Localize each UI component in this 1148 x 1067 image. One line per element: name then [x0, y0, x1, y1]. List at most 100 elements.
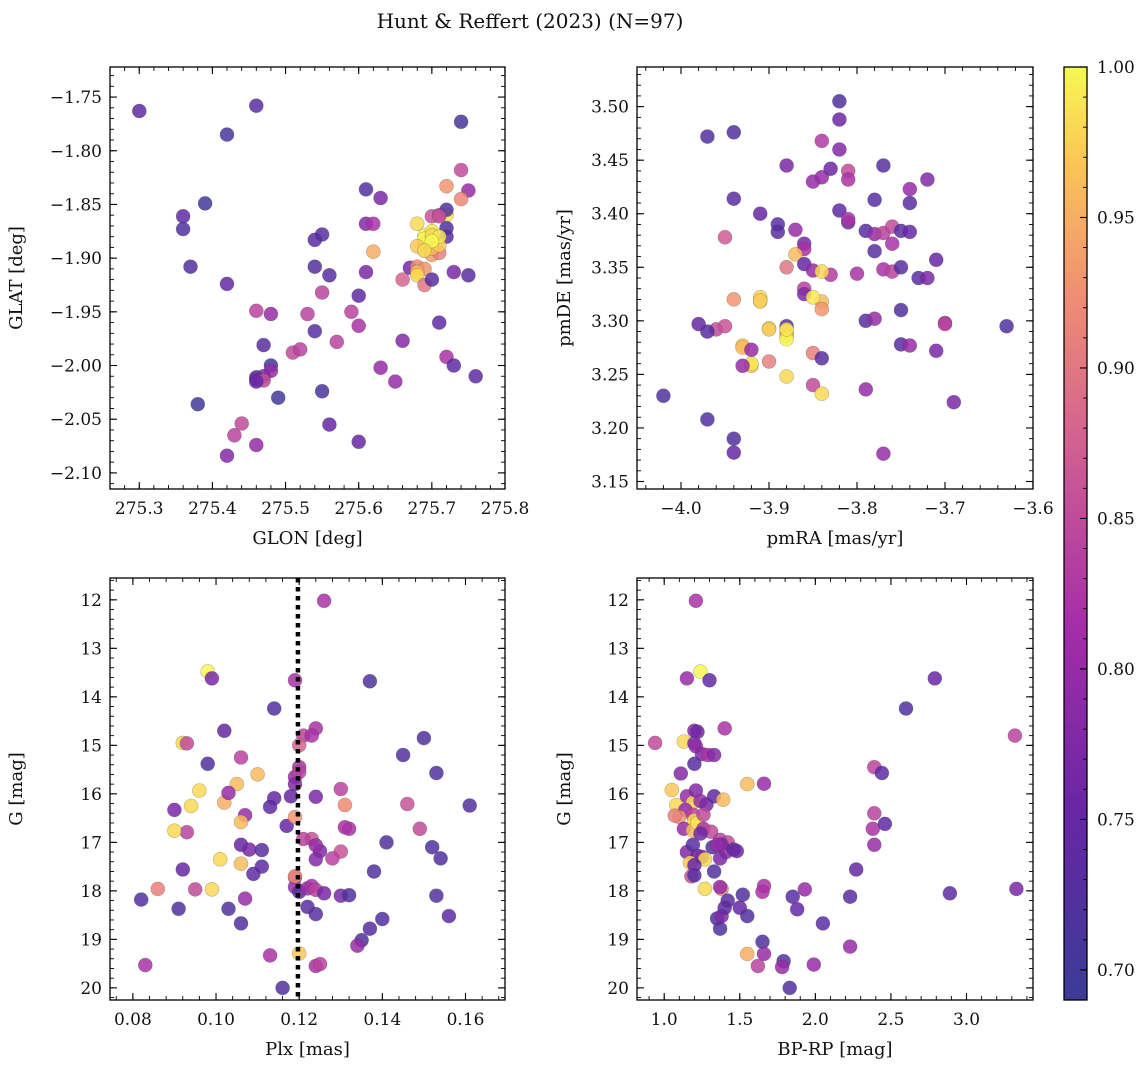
axis-ticks: 275.3 275.4 275.5 275.6 275.7 275.8 −2.10 −2.05… [50, 67, 529, 519]
scatter-point [133, 892, 149, 907]
scatter-point [712, 851, 728, 866]
scatter-point [263, 306, 279, 322]
scatter-point [709, 837, 725, 853]
scatter-point [814, 386, 830, 402]
y-tick-label: 16 [80, 785, 102, 805]
scatter-point [250, 767, 265, 782]
x-axis-label: BP-RP [mag] [777, 1039, 892, 1060]
scatter-point [322, 417, 337, 432]
scatter-point [351, 318, 367, 334]
scatter-point [876, 158, 891, 173]
scatter-point [755, 934, 770, 950]
colorbar-tick-label: 1.00 [1097, 58, 1135, 78]
scatter-point [429, 888, 444, 904]
y-tick-label: 13 [607, 639, 629, 659]
scatter-point [256, 337, 271, 353]
scatter-point [287, 672, 303, 688]
y-axis-label: G [mag] [6, 752, 27, 825]
scatter-point [365, 244, 381, 259]
scatter-point [735, 358, 750, 374]
y-tick-label: 17 [607, 833, 629, 853]
scatter-point [884, 236, 900, 251]
scatter-points [656, 94, 1014, 462]
scatter-point [755, 884, 770, 900]
scatter-point [275, 980, 290, 996]
y-tick-label: 20 [80, 979, 102, 999]
scatter-point [190, 396, 206, 412]
scatter-point [287, 868, 303, 884]
scatter-point [902, 224, 918, 240]
scatter-point [175, 209, 191, 224]
x-tick-label: −3.6 [1012, 499, 1053, 519]
scatter-point [867, 243, 882, 259]
scatter-point [842, 939, 858, 954]
y-axis-label: GLAT [deg] [6, 226, 27, 330]
x-tick-label: −4.0 [660, 499, 701, 519]
scatter-point [832, 94, 847, 109]
y-axis-label: pmDE [mas/yr] [554, 209, 575, 347]
x-tick-label: 3.0 [953, 1010, 980, 1030]
scatter-point [717, 900, 733, 916]
y-tick-label: 13 [80, 639, 102, 659]
scatter-point [866, 805, 882, 821]
scatter-point [789, 901, 805, 917]
scatter-point [453, 162, 469, 178]
scatter-point [774, 959, 790, 975]
scatter-point [832, 112, 847, 127]
axis-ticks: 0.08 0.10 0.12 0.14 0.16 12 13 14 15 16 17 18 19 20 [80, 578, 505, 1030]
y-tick-label: 3.30 [591, 312, 629, 332]
scatter-point [167, 802, 182, 818]
colorbar-tick-label: 0.70 [1097, 961, 1135, 981]
scatter-point [735, 887, 751, 903]
scatter-point [744, 342, 759, 358]
scatter-point [362, 921, 378, 937]
scatter-point [805, 377, 821, 393]
scatter-point [248, 374, 264, 389]
y-tick-label: 14 [607, 688, 629, 708]
scatter-point [187, 882, 203, 897]
scatter-point [696, 807, 711, 823]
scatter-point [928, 343, 944, 359]
scatter-point [656, 388, 671, 404]
scatter-point [865, 821, 881, 837]
scatter-point [312, 956, 328, 972]
scatter-point [712, 879, 728, 895]
scatter-point [729, 843, 745, 859]
scatter-point [832, 142, 847, 157]
scatter-point [739, 908, 755, 924]
scatter-point [433, 851, 448, 866]
scatter-point [373, 360, 388, 376]
scatter-point [446, 264, 462, 280]
scatter-point [234, 416, 249, 431]
colorbar-tick-label: 0.85 [1097, 509, 1135, 529]
y-tick-label: −1.75 [50, 88, 102, 108]
scatter-point [849, 266, 865, 282]
scatter-point [706, 747, 722, 763]
y-tick-label: 3.35 [591, 258, 629, 278]
scatter-point [461, 267, 476, 283]
scatter-point [717, 230, 733, 245]
scatter-point [726, 431, 742, 447]
scatter-point [266, 790, 282, 806]
scatter-point [761, 322, 777, 337]
scatter-point [726, 191, 742, 206]
panel-plx-g: 0.08 0.10 0.12 0.14 0.16 12 13 14 15 16 17 18 19 20 Pl… [6, 577, 506, 1060]
x-tick-label: 275.4 [188, 499, 237, 519]
scatter-point [333, 781, 349, 797]
scatter-point [175, 221, 191, 237]
scatter-point [782, 980, 798, 996]
x-tick-label: 275.5 [261, 499, 310, 519]
scatter-point [453, 191, 469, 207]
scatter-point [874, 765, 890, 781]
scatter-point [431, 209, 447, 224]
scatter-point [358, 264, 374, 280]
scatter-point [788, 247, 803, 262]
scatter-point [739, 946, 755, 962]
scatter-point [300, 306, 315, 322]
scatter-point [200, 756, 215, 772]
scatter-point [416, 730, 432, 746]
scatter-point [197, 196, 213, 211]
y-tick-label: 3.15 [591, 473, 629, 493]
y-axis-label: G [mag] [554, 752, 575, 825]
colorbar-tick-label: 0.95 [1097, 208, 1135, 228]
